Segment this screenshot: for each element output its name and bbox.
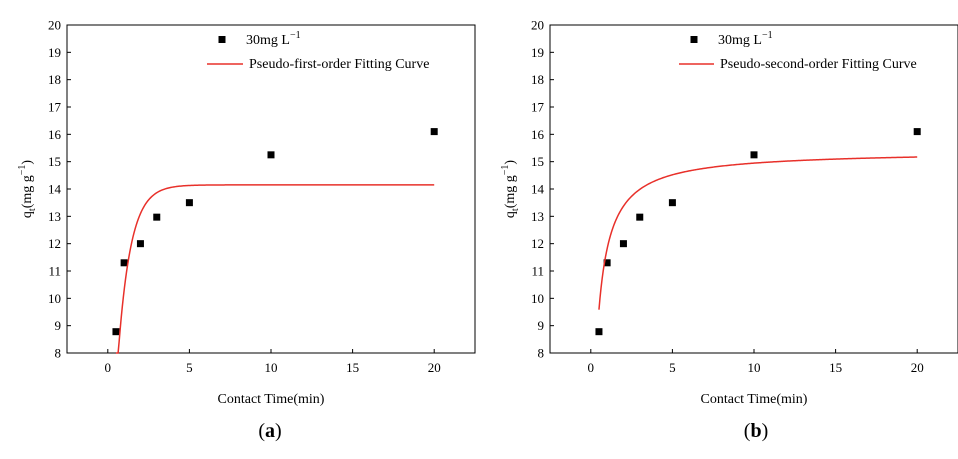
y-tick-label: 20 [531,18,544,33]
y-tick-label: 18 [531,72,544,87]
y-tick-label: 12 [531,236,544,251]
panel-letter: b [750,420,761,442]
y-tick-label: 14 [48,182,62,197]
legend-point-label: 30mg L−1 [718,30,773,48]
data-point [636,213,644,221]
legend-point-sup: −1 [290,30,301,41]
y-tick-label: 15 [531,154,544,169]
panel-paren-open: ( [744,420,751,442]
y-label-q: q [20,211,35,218]
legend-fit-label: Pseudo-second-order Fitting Curve [720,57,917,72]
fit-curve [598,156,918,310]
chart-panel-a: 8 9 10 11 12 13 14 15 16 17 18 19 20 0 5 10 15 20 Contact … [17,18,476,442]
y-tick-label: 13 [48,209,61,224]
x-tick-label: 15 [829,360,842,375]
data-point [430,128,438,136]
chart-panel-b: 8 9 10 11 12 13 14 15 16 17 18 19 20 0 5 10 15 20 Contact … [500,18,958,442]
y-tick-label: 8 [538,346,545,361]
data-point [913,128,921,136]
data-point [136,240,144,248]
y-tick-label: 13 [531,209,544,224]
legend-fit-label: Pseudo-first-order Fitting Curve [249,57,429,72]
y-tick-label: 10 [531,291,544,306]
x-tick-label: 10 [748,360,761,375]
y-axis-label: qt(mg g−1) [17,160,38,218]
x-axis-label: Contact Time(min) [701,392,808,407]
y-label-exp: −1 [17,165,28,176]
y-tick-label: 9 [55,318,62,333]
legend-point-label: 30mg L−1 [246,30,301,48]
x-tick-label: 20 [911,360,924,375]
data-point [112,328,120,336]
y-tick-label: 17 [531,100,545,115]
y-label-q: q [503,211,518,218]
data-point [603,259,611,267]
y-label-unit: (mg g [20,175,35,208]
y-tick-label: 8 [55,346,62,361]
y-label-unit: (mg g [503,175,518,208]
y-label-close: ) [20,160,35,165]
x-tick-label: 0 [588,360,595,375]
y-tick-label: 20 [48,18,61,33]
y-tick-label: 12 [48,236,61,251]
panel-paren-open: ( [258,420,265,442]
x-tick-label: 10 [265,360,278,375]
y-tick-label: 19 [48,45,61,60]
y-label-exp: −1 [500,165,511,176]
data-point [595,328,603,336]
panel-caption: (a) [258,420,281,442]
y-tick-label: 10 [48,291,61,306]
y-tick-label: 18 [48,72,61,87]
x-tick-label: 5 [186,360,193,375]
x-tick-label: 20 [428,360,441,375]
y-label-sub: t [510,208,521,211]
y-tick-label: 9 [538,318,545,333]
x-axis-label: Contact Time(min) [218,392,325,407]
x-tick-label: 15 [346,360,359,375]
y-tick-label: 17 [48,100,62,115]
x-tick-label: 5 [669,360,676,375]
legend-point-marker [690,36,698,43]
data-point [267,151,275,159]
panel-paren-close: ) [275,420,282,442]
data-point [120,259,128,267]
y-tick-label: 11 [531,264,544,279]
y-tick-label: 14 [531,182,545,197]
x-tick-label: 0 [105,360,112,375]
data-point [153,213,161,221]
y-tick-label: 11 [48,264,61,279]
fit-curve [115,184,435,354]
legend-point-name: 30mg L [718,33,762,48]
y-tick-label: 15 [48,154,61,169]
panel-letter: a [265,420,275,442]
plot-frame [66,24,476,354]
data-point [668,199,676,207]
legend-point-sup: −1 [762,30,773,41]
panel-caption: (b) [744,420,768,442]
legend-point-marker [218,36,226,43]
y-label-sub: t [27,208,38,211]
y-axis-label: qt(mg g−1) [500,160,521,218]
plot-frame [549,24,958,354]
y-tick-label: 16 [531,127,545,142]
panel-paren-close: ) [762,420,769,442]
data-point [750,151,758,159]
y-tick-label: 19 [531,45,544,60]
data-point [619,240,627,248]
legend-point-name: 30mg L [246,33,290,48]
y-label-close: ) [503,160,518,165]
y-tick-label: 16 [48,127,62,142]
data-point [185,199,193,207]
